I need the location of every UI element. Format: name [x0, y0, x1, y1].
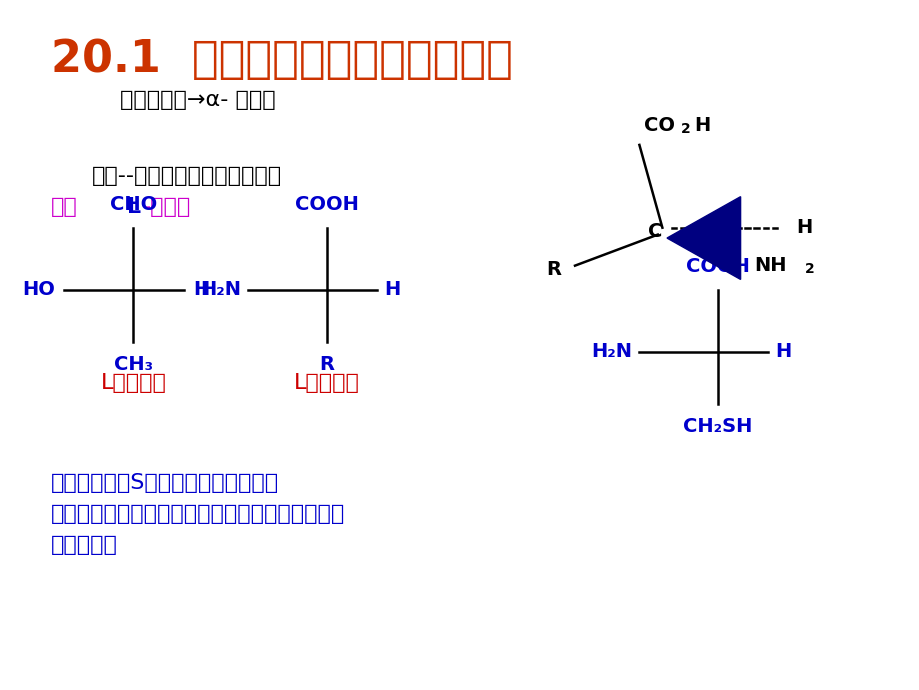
Text: H: H	[795, 218, 811, 237]
Text: CH₃: CH₃	[114, 355, 153, 375]
Text: 根据分子中氨基和羧基的数目分为酸性、碱性、中: 根据分子中氨基和羧基的数目分为酸性、碱性、中	[51, 504, 345, 524]
Text: H: H	[193, 280, 210, 299]
Text: L－氨基酸: L－氨基酸	[293, 373, 359, 393]
Text: L－甘油醛: L－甘油醛	[100, 373, 166, 393]
Text: 绝对构型都是S（半光氨酸例外）型。: 绝对构型都是S（半光氨酸例外）型。	[51, 473, 278, 493]
Text: H₂N: H₂N	[199, 280, 241, 299]
Text: H: H	[384, 280, 401, 299]
Text: 都是: 都是	[51, 197, 77, 217]
Text: H₂N: H₂N	[590, 342, 631, 362]
Text: H: H	[775, 342, 791, 362]
Text: 2: 2	[804, 262, 814, 276]
Text: COOH: COOH	[685, 257, 749, 276]
Text: C: C	[647, 221, 662, 241]
Text: CH₂SH: CH₂SH	[682, 417, 752, 437]
Text: COOH: COOH	[294, 195, 358, 214]
Text: R: R	[546, 259, 561, 279]
Text: 天然--有旋光性（除甘氨酸），: 天然--有旋光性（除甘氨酸），	[92, 166, 282, 186]
Text: CO: CO	[643, 115, 675, 135]
Text: -构型。: -构型。	[142, 197, 190, 217]
Text: H: H	[694, 115, 710, 135]
Text: R: R	[319, 355, 334, 375]
Polygon shape	[666, 197, 740, 279]
Text: 2: 2	[680, 122, 690, 136]
Text: NH: NH	[754, 256, 786, 275]
Text: L: L	[127, 197, 141, 217]
Text: HO: HO	[22, 280, 55, 299]
Text: 蛋白质水解→α- 氨基酸: 蛋白质水解→α- 氨基酸	[119, 90, 275, 110]
Text: CHO: CHO	[109, 195, 157, 214]
Text: 性氨基酸。: 性氨基酸。	[51, 535, 118, 555]
Text: 20.1  氨基酸的分类、结构、命名: 20.1 氨基酸的分类、结构、命名	[51, 38, 512, 81]
